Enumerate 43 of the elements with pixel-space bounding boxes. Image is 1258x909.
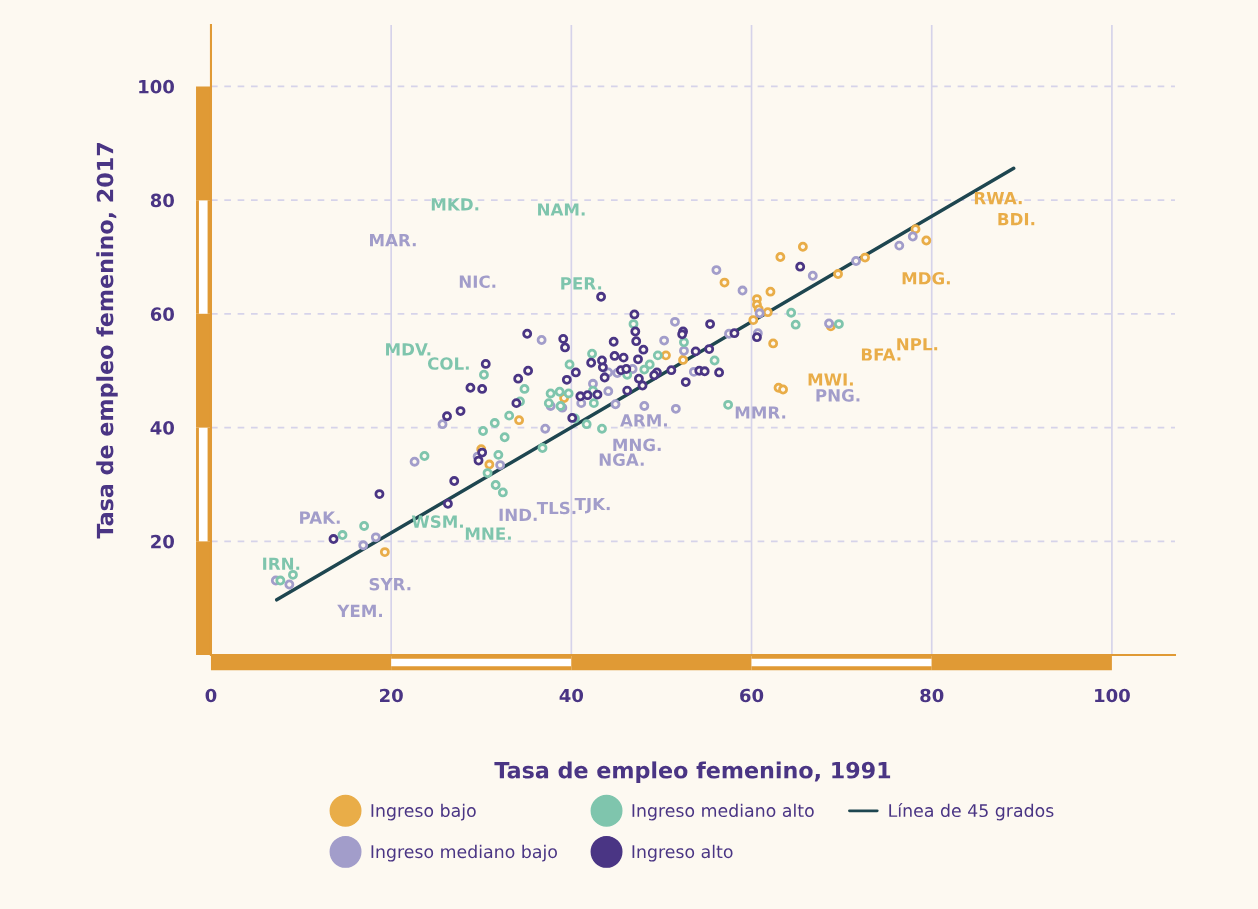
annotation: MKD.: [431, 198, 479, 211]
y-axis-title: Tasa de empleo femenino, 2017: [96, 143, 118, 539]
annotation: ARM.: [620, 414, 667, 427]
annotation: MDG.: [902, 271, 950, 285]
annotation: PNG.: [816, 389, 860, 402]
annotation: WSM.: [411, 515, 463, 528]
x-tick-label: 20: [380, 688, 403, 703]
legend-label: Ingreso mediano alto: [632, 803, 814, 821]
annotation: MMR.: [735, 406, 786, 419]
annotation: MWI.: [808, 373, 853, 386]
x-tick-label: 100: [1095, 688, 1130, 703]
annotation: COL.: [427, 357, 469, 370]
y-tick-label: 100: [139, 79, 174, 94]
y-tick-label: 40: [150, 421, 174, 435]
legend-label: Línea de 45 grados: [889, 802, 1054, 821]
annotation: BDI.: [998, 213, 1035, 226]
annotation: NAM.: [538, 203, 585, 216]
y-tick-label: 80: [150, 193, 174, 208]
annotation: TJK.: [574, 497, 610, 514]
annotation: MNE.: [465, 527, 511, 540]
legend-label: Ingreso mediano bajo: [371, 844, 557, 862]
legend-label: Ingreso bajo: [371, 803, 476, 821]
annotation: IND.: [499, 508, 537, 521]
annotation: PAK.: [300, 511, 340, 524]
x-tick-label: 0: [205, 688, 217, 703]
annotation: MNG.: [613, 438, 661, 452]
x-tick-label: 80: [920, 688, 944, 703]
y-tick-label: 60: [150, 307, 174, 321]
x-axis-title: Tasa de empleo femenino, 1991: [494, 761, 891, 783]
annotation: RWA.: [974, 192, 1022, 205]
annotation: NGA.: [599, 453, 644, 466]
annotation: MAR.: [370, 234, 416, 247]
annotation: PER.: [561, 277, 602, 290]
legend-label: Ingreso alto: [632, 844, 733, 862]
annotation: SYR.: [369, 577, 411, 591]
annotation: NIC.: [459, 275, 496, 288]
x-tick-label: 40: [559, 688, 584, 703]
annotation: TLS.: [536, 501, 576, 515]
x-tick-label: 60: [740, 688, 764, 703]
y-tick-label: 20: [151, 534, 174, 549]
annotation: YEM.: [337, 604, 383, 617]
annotation: MDV.: [386, 343, 431, 356]
annotation: IRN.: [263, 557, 300, 570]
